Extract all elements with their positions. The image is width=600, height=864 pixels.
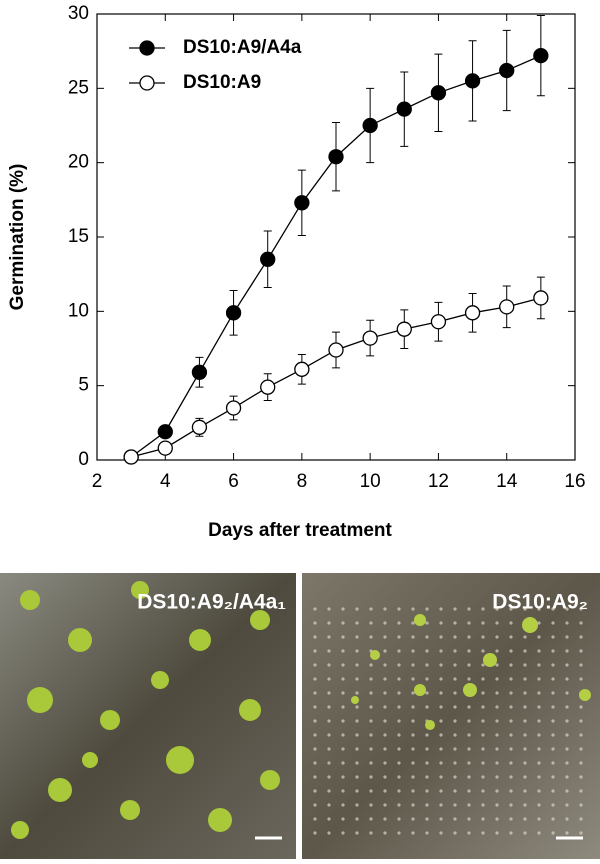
data-point: [191, 364, 208, 380]
data-point: [225, 305, 242, 321]
legend-marker: [139, 40, 155, 56]
data-point: [225, 400, 242, 416]
data-point: [157, 440, 173, 456]
data-point: [396, 321, 412, 337]
y-tick-label: 20: [68, 152, 89, 173]
photo-panels: DS10:A9₂/A4a₁ DS10:A9₂: [0, 573, 600, 859]
data-point: [294, 361, 310, 377]
data-point: [328, 149, 344, 165]
data-point: [191, 419, 208, 435]
data-point: [430, 85, 447, 101]
y-tick-label: 10: [68, 300, 89, 321]
y-tick-label: 5: [78, 375, 89, 396]
x-tick-label: 2: [92, 471, 103, 492]
legend-label: DS10:A9/A4a: [183, 37, 302, 58]
data-point: [123, 449, 139, 465]
seedlings-right: [351, 614, 591, 730]
y-tick-label: 25: [68, 77, 89, 98]
x-tick-label: 10: [360, 471, 381, 492]
x-tick-label: 12: [428, 471, 449, 492]
series-line: [130, 55, 542, 458]
y-tick-label: 0: [78, 449, 89, 470]
data-point: [362, 117, 378, 134]
data-point: [260, 251, 276, 267]
x-axis-label: Days after treatment: [208, 520, 392, 541]
legend-label: DS10:A9: [183, 72, 261, 93]
y-axis-label: Germination (%): [7, 164, 28, 311]
data-point: [464, 73, 481, 89]
data-point: [533, 47, 549, 64]
data-point: [464, 305, 481, 321]
data-point: [499, 62, 515, 79]
x-tick-label: 6: [228, 471, 239, 492]
x-tick-label: 14: [496, 471, 518, 492]
data-point: [430, 314, 447, 330]
seedlings-left: [11, 581, 280, 839]
seed-grid: [310, 600, 590, 840]
data-point: [499, 299, 515, 315]
data-point: [328, 342, 344, 358]
plot-frame: [96, 13, 576, 461]
x-tick-label: 16: [564, 471, 585, 492]
x-tick-label: 8: [297, 471, 308, 492]
series-line: [130, 297, 542, 458]
data-point: [294, 195, 310, 211]
data-point: [260, 379, 276, 395]
data-point: [157, 424, 173, 440]
data-point: [533, 290, 549, 306]
data-point: [362, 330, 378, 346]
y-tick-label: 15: [68, 226, 89, 247]
x-tick-label: 4: [160, 471, 171, 492]
data-point: [396, 101, 412, 117]
photo-label: DS10:A9₂: [492, 591, 588, 614]
legend-marker: [139, 75, 155, 91]
y-tick-label: 30: [68, 3, 89, 24]
photo-label: DS10:A9₂/A4a₁: [137, 591, 286, 614]
